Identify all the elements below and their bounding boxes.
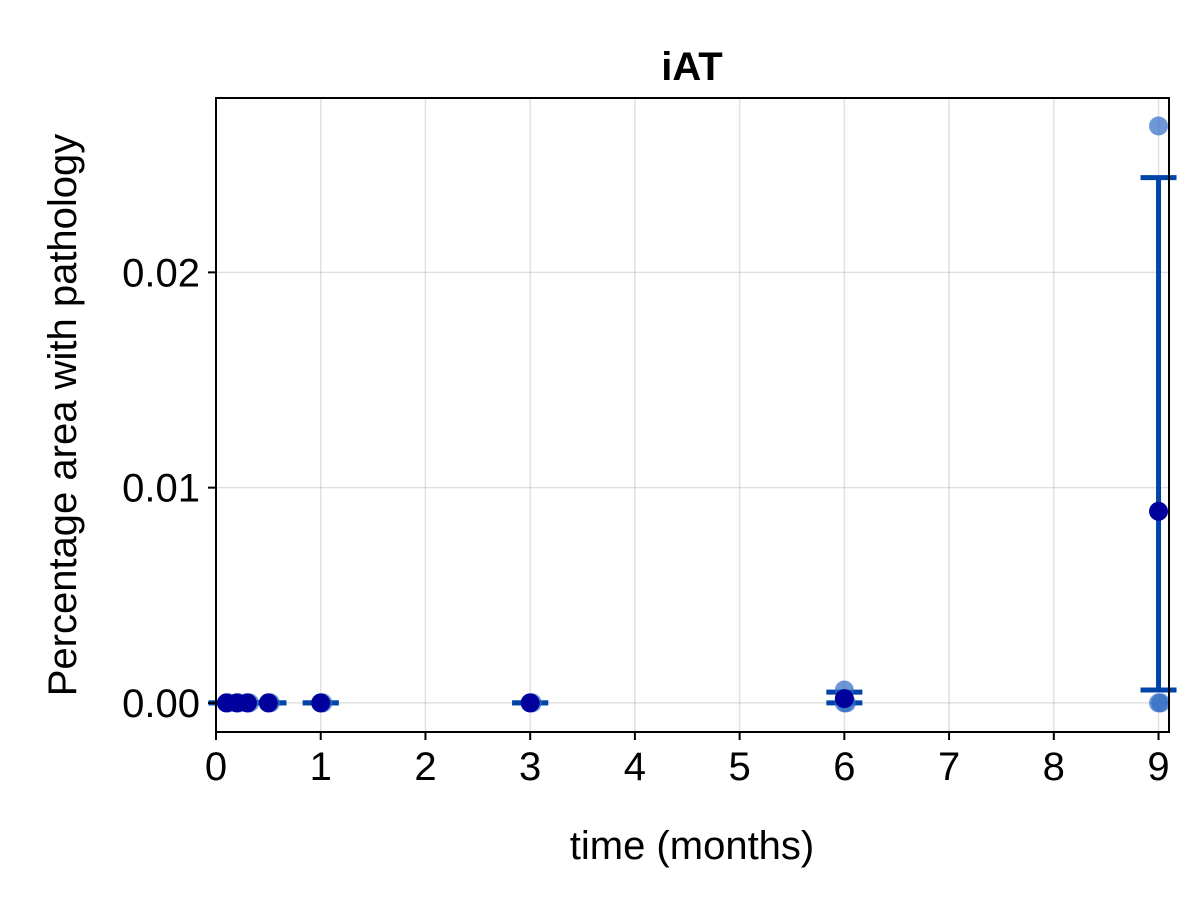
data-point	[1149, 116, 1169, 136]
chart-title: iAT	[661, 45, 722, 89]
x-tick-label: 8	[1043, 745, 1065, 789]
x-tick-label: 1	[310, 745, 332, 789]
y-tick-label: 0.00	[122, 682, 200, 726]
data-points	[216, 116, 1171, 713]
data-point	[1151, 693, 1171, 713]
x-tick-label: 3	[519, 745, 541, 789]
x-tick-label: 9	[1147, 745, 1169, 789]
x-tick-label: 2	[414, 745, 436, 789]
x-tick-label: 5	[729, 745, 751, 789]
x-tick-label: 0	[205, 745, 227, 789]
mean-points	[216, 501, 1169, 713]
plot-frame	[215, 97, 1170, 733]
y-tick-label: 0.01	[122, 467, 200, 511]
mean-point	[311, 693, 331, 713]
x-tick-label: 6	[833, 745, 855, 789]
mean-point	[237, 693, 257, 713]
mean-point	[834, 689, 854, 709]
axis-ticks: 0 1 2 3 4 5 6 7 8 9 0.00 0.01 0.02	[122, 251, 1170, 789]
x-tick-label: 4	[624, 745, 646, 789]
grid	[215, 98, 1169, 732]
x-axis-label: time (months)	[570, 824, 815, 868]
mean-point	[520, 693, 540, 713]
y-tick-label: 0.02	[122, 251, 200, 295]
error-bars	[208, 175, 1177, 706]
mean-point	[1149, 501, 1169, 521]
x-tick-label: 7	[938, 745, 960, 789]
y-axis-label: Percentage area with pathology	[41, 134, 85, 697]
mean-point	[258, 693, 278, 713]
